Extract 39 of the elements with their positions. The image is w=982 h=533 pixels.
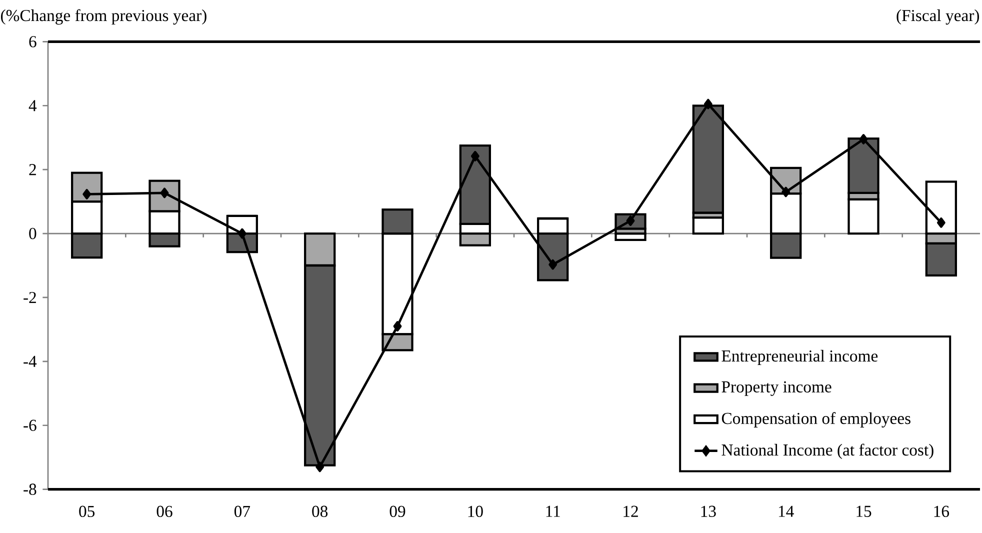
- legend-label: Entrepreneurial income: [722, 350, 878, 366]
- point: [470, 150, 480, 162]
- x-tick-label: 16: [934, 506, 950, 517]
- point: [626, 216, 635, 226]
- x-tick-label: 06: [156, 506, 172, 518]
- y-tick-label: 0: [29, 228, 36, 240]
- point: [316, 462, 324, 472]
- bar: [848, 198, 880, 235]
- x-tick-label: 08: [312, 506, 328, 518]
- x-tick-label: 07: [234, 506, 250, 518]
- x-axis-title: (Fiscal year): [896, 9, 980, 25]
- point: [936, 217, 946, 228]
- x-tick-label: 05: [79, 506, 95, 518]
- y-tick-label: 2: [29, 164, 36, 176]
- y-tick-label: -8: [24, 484, 36, 495]
- x-tick-label: 11: [546, 506, 560, 517]
- y-tick-label: -6: [24, 420, 36, 431]
- x-tick-label: 12: [624, 506, 638, 517]
- point: [782, 186, 790, 198]
- x-tick-label: 15: [856, 506, 872, 517]
- point: [238, 228, 246, 239]
- legend-label: Compensation of employees: [722, 412, 910, 428]
- y-tick-label: -4: [24, 356, 37, 367]
- y-tick-label: 4: [28, 100, 37, 112]
- y-tick-label: -2: [24, 292, 36, 303]
- y-tick-label: 6: [29, 36, 36, 48]
- point: [393, 321, 402, 332]
- point: [160, 188, 169, 198]
- y-axis-title: (%Change from previous year): [1, 9, 206, 25]
- point: [859, 134, 868, 144]
- legend-label: National Income (at factor cost): [722, 444, 934, 460]
- x-tick-label: 09: [390, 506, 406, 518]
- point: [548, 259, 558, 270]
- legend-label: Property income: [722, 381, 832, 396]
- x-tick-label: 10: [468, 506, 483, 518]
- x-tick-label: 13: [701, 506, 716, 517]
- x-tick-label: 14: [778, 506, 794, 517]
- point: [82, 189, 92, 200]
- point: [704, 98, 712, 110]
